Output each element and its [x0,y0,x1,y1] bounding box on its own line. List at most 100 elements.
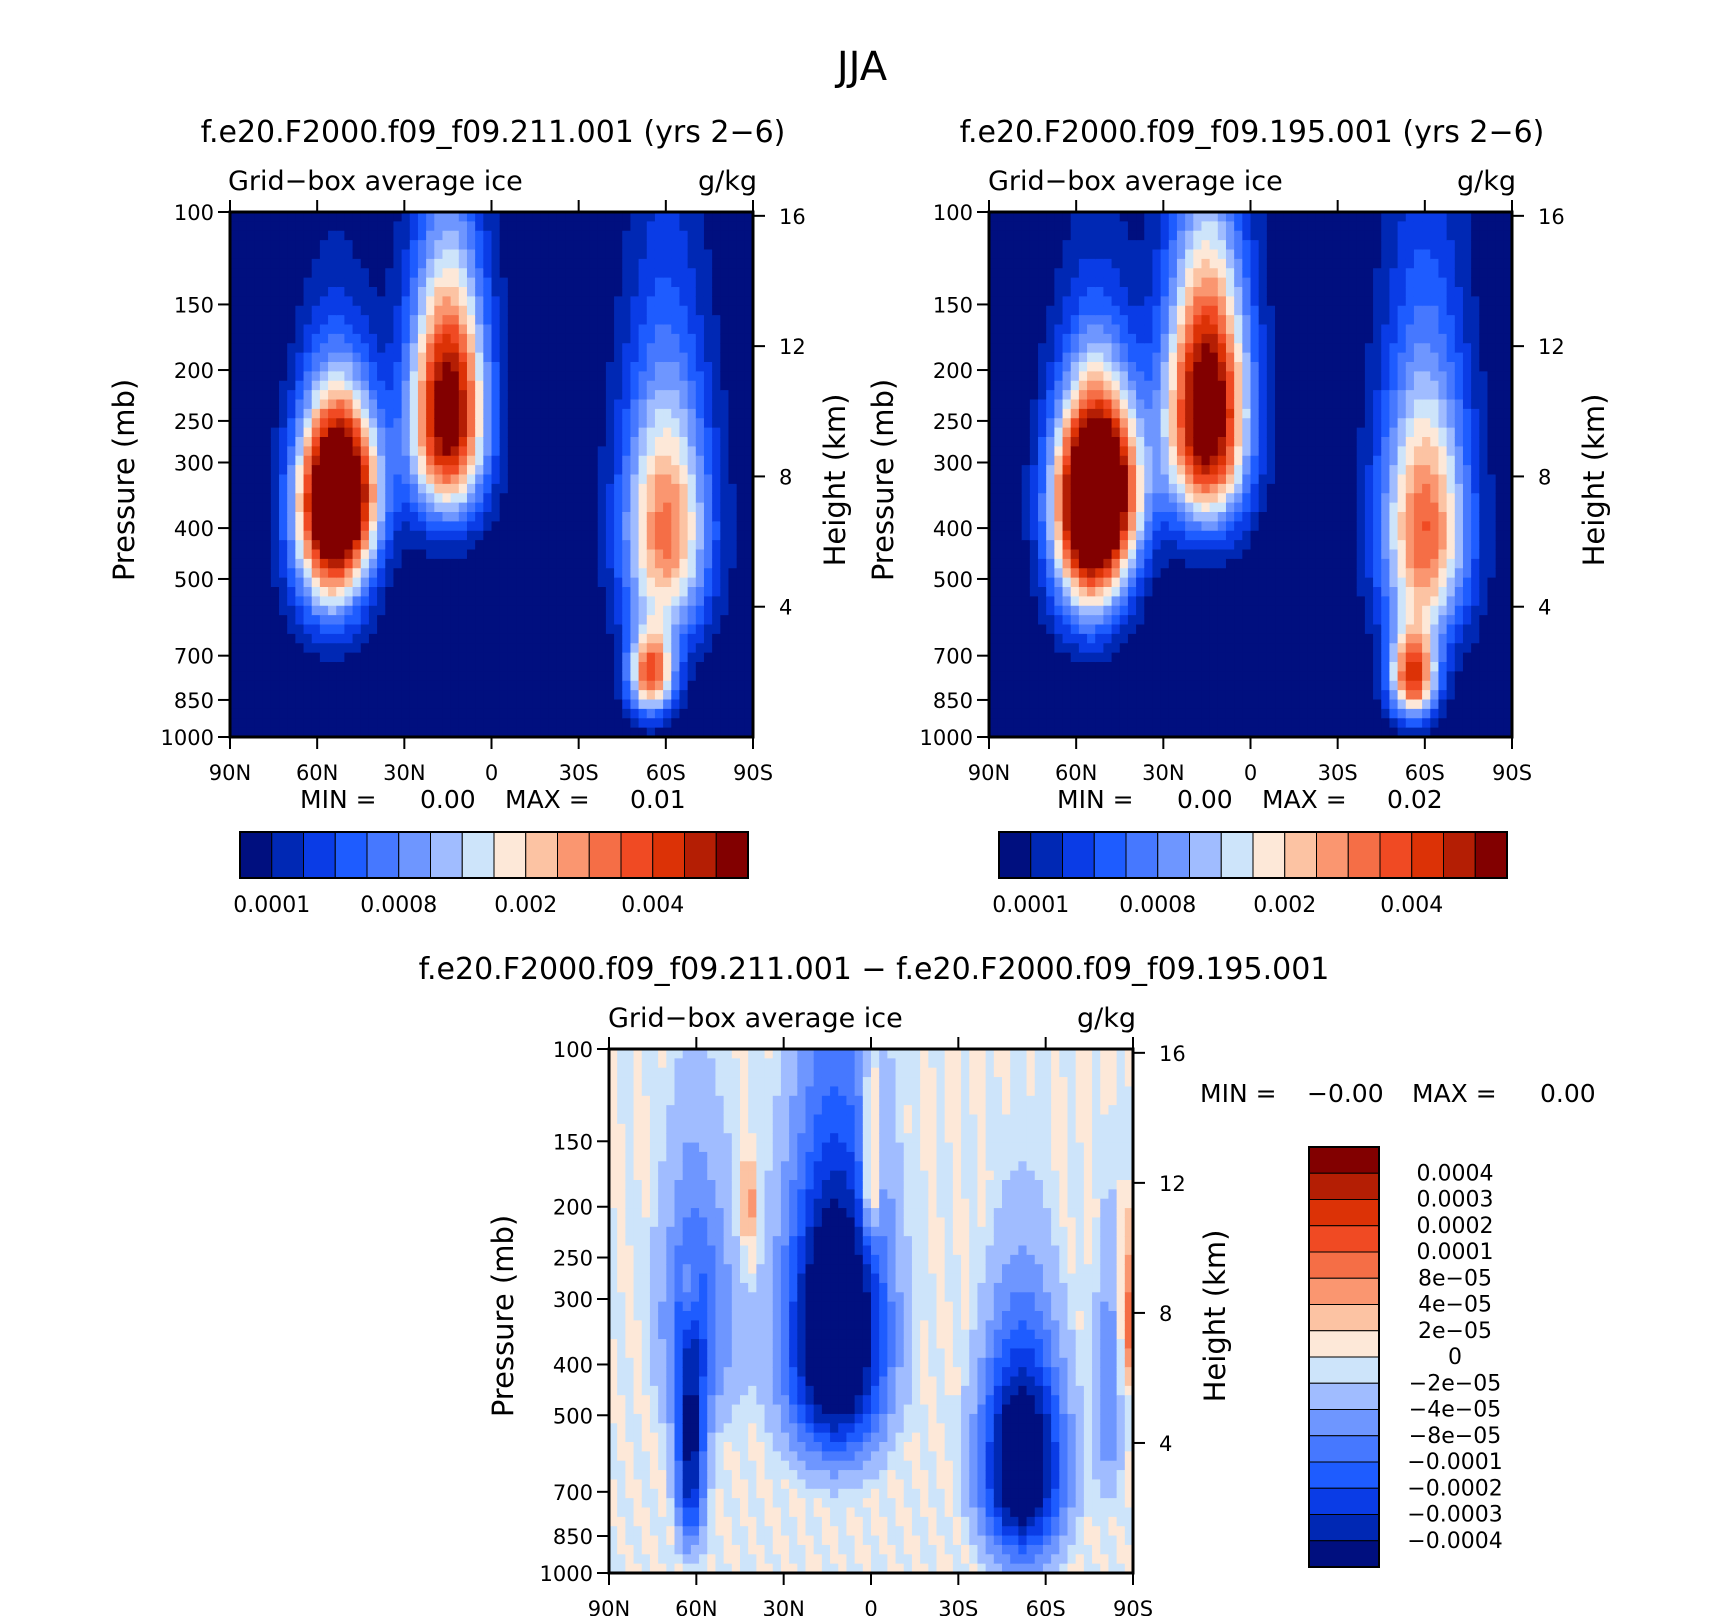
field-cell [1054,521,1064,532]
field-cell [1111,577,1121,588]
field-cell [1095,418,1104,429]
field-cell [377,549,386,560]
field-cell [1029,474,1039,485]
field-cell [303,408,313,419]
field-cell [238,362,247,372]
field-cell [703,474,713,485]
field-cell [254,296,264,307]
field-cell [1103,587,1113,597]
field-cell [1078,633,1088,644]
field-cell [581,540,591,551]
field-cell [1119,221,1129,232]
field-cell [997,577,1006,588]
field-cell [1144,362,1154,372]
field-cell [638,624,648,635]
field-cell [1136,258,1145,269]
field-cell [262,287,272,297]
field-cell [548,240,558,251]
field-cell [728,343,738,354]
field-cell [654,690,664,701]
field-cell [1078,662,1088,672]
field-cell [1013,633,1023,644]
field-cell [1176,437,1186,447]
field-cell [712,268,721,279]
field-cell [997,530,1006,541]
field-cell [507,483,517,494]
field-cell [695,615,705,626]
field-cell [311,512,321,522]
field-cell [1021,296,1031,307]
field-cell [589,390,599,401]
field-cell [1095,587,1104,597]
field-cell [597,380,607,391]
field-cell [279,287,288,297]
field-cell [597,577,607,588]
field-cell [295,708,305,719]
field-cell [287,324,296,335]
field-cell [475,727,484,737]
field-cell [630,605,640,616]
field-cell [663,587,672,597]
field-cell [475,315,484,326]
field-cell [524,258,533,269]
field-cell [1005,371,1015,382]
field-cell [532,568,542,579]
field-cell [254,324,264,335]
field-cell [638,540,648,551]
field-cell [238,230,247,241]
field-cell [1127,596,1137,607]
field-cell [254,624,264,635]
field-cell [499,718,509,729]
field-cell [679,371,689,382]
field-cell [646,671,656,682]
field-cell [605,624,615,635]
field-cell [417,652,427,663]
field-cell [1087,380,1096,391]
field-cell [507,493,517,504]
field-cell [434,671,444,682]
field-cell [450,671,460,682]
field-cell [703,230,713,241]
field-cell [712,568,721,579]
field-cell [246,699,256,710]
field-cell [246,277,256,288]
field-cell [295,643,305,654]
field-cell [654,418,664,429]
field-cell [1005,249,1015,260]
field-cell [1152,371,1162,382]
field-cell [1168,418,1178,429]
field-cell [1070,493,1080,504]
field-cell [614,427,623,438]
field-cell [687,418,697,429]
field-cell [385,493,395,504]
field-cell [270,474,280,485]
field-cell [360,615,370,626]
field-cell [328,605,337,616]
field-cell [475,483,484,494]
field-cell [287,418,296,429]
field-cell [466,577,476,588]
field-cell [997,680,1006,691]
field-cell [409,305,419,316]
field-cell [1078,465,1088,476]
field-cell [1054,680,1064,691]
field-cell [442,558,452,569]
field-cell [540,558,550,569]
field-cell [1127,643,1137,654]
field-cell [491,268,501,279]
field-cell [1070,408,1080,419]
field-cell [712,333,721,344]
field-cell [1103,512,1113,522]
field-cell [499,240,509,251]
field-cell [605,427,615,438]
field-cell [393,483,403,494]
field-cell [695,221,705,232]
field-cell [597,427,607,438]
field-cell [1021,699,1031,710]
field-cell [319,605,329,616]
field-cell [1119,446,1129,457]
field-cell [573,577,582,588]
field-cell [687,268,697,279]
field-cell [483,671,493,682]
field-cell [499,671,509,682]
